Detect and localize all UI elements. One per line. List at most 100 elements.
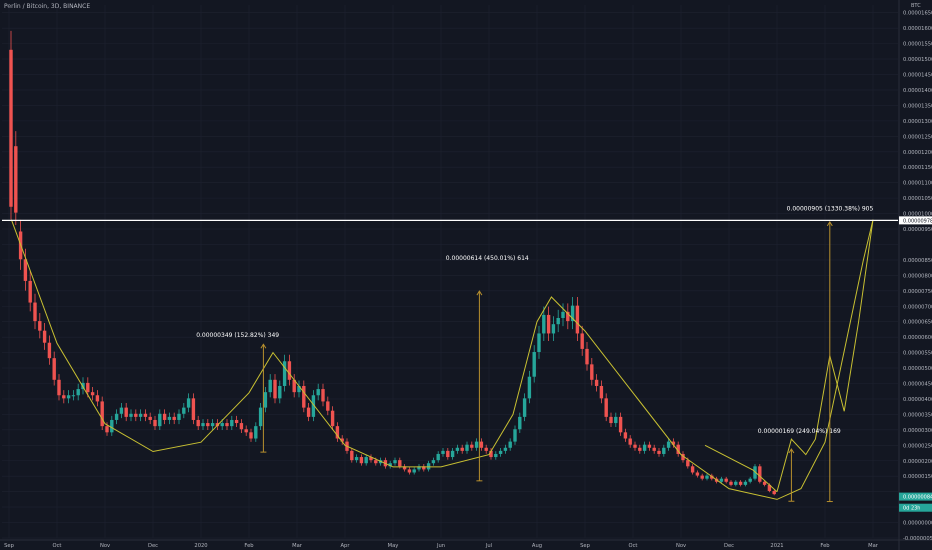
candle-body (47, 342, 52, 359)
candle-body (119, 407, 124, 414)
candle-body (230, 419, 234, 427)
y-tick-label: 0.00000800 (903, 273, 932, 279)
candle-body (28, 280, 32, 303)
y-tick-label: 0.00000750 (903, 289, 932, 295)
candle-body (148, 416, 152, 420)
time-axis[interactable]: Sep Oct Nov Dec 2020 Feb Mar Apr May Jun Jul Aug Sep… (4, 543, 879, 549)
candle-body (570, 305, 575, 322)
candle-body (508, 441, 512, 448)
candle-body (705, 475, 709, 479)
candle-body (695, 472, 700, 476)
y-tick-label: 0.00001600 (903, 26, 932, 32)
candle-body (537, 333, 541, 352)
candle-body (446, 450, 450, 458)
candle-body (340, 438, 344, 442)
y-tick-label: 0.00000150 (903, 474, 932, 480)
x-tick-label: Jun (436, 543, 445, 549)
candle-body (758, 466, 762, 482)
y-tick-label: 0.00000950 (903, 227, 932, 233)
candle-body (90, 392, 95, 396)
candle-body (278, 385, 282, 399)
candle-body (503, 447, 508, 451)
price-tag (899, 492, 932, 501)
candle-body (470, 444, 474, 448)
candle-body (388, 463, 392, 467)
cup-curve (704, 444, 778, 493)
candle-body (234, 419, 239, 424)
candle-body (215, 423, 220, 427)
candle-body (743, 481, 748, 485)
y-tick-label: 0.00001250 (903, 134, 932, 140)
candle-body (710, 475, 714, 479)
candle-body (134, 413, 138, 417)
candle-body (129, 413, 133, 417)
candle-body (191, 398, 196, 420)
arrow-head (788, 448, 795, 454)
candle-body (76, 389, 80, 396)
candle-body (561, 311, 565, 319)
y-tick-label: 0.00000550 (903, 351, 932, 357)
candle-body (412, 469, 416, 473)
price-tag-label: 0.00000978 (903, 218, 932, 224)
candle-body (681, 453, 685, 461)
candle-body (585, 348, 589, 365)
y-tick-label: 0.00001200 (903, 150, 932, 156)
y-tick-label: 0.00001000 (903, 212, 932, 218)
candle-body (465, 444, 469, 451)
x-tick-label: Dec (724, 543, 734, 549)
candle-body (604, 398, 608, 417)
candle-body (398, 460, 402, 467)
candle-body (182, 407, 186, 414)
candle-body (618, 416, 623, 433)
candle-body (369, 457, 373, 461)
candle-body (580, 333, 584, 349)
candle-body (767, 484, 772, 492)
candle-body (158, 413, 162, 427)
y-tick-label: 0.00001150 (903, 165, 932, 171)
y-tick-label: 0.00001650 (903, 11, 932, 17)
candle-body (177, 413, 181, 420)
candle-body (484, 447, 488, 451)
y-tick-label: 0.00000350 (903, 412, 932, 418)
measure-label: 0.00000614 (450.01%) 614 (446, 255, 529, 262)
candle-body (71, 395, 76, 397)
y-tick-label: 0.00000300 (903, 428, 932, 434)
candle-body (662, 447, 666, 454)
arrow-head (476, 290, 483, 296)
candle-body (527, 376, 532, 399)
cup-curve (776, 219, 874, 492)
candle-body (186, 398, 191, 408)
candle-body (599, 385, 604, 399)
y-tick-label: 0.00000450 (903, 382, 932, 388)
candle-body (532, 351, 536, 377)
x-tick-label: Aug (532, 543, 542, 549)
price-axis[interactable]: 0.00001650 0.00001600 0.00001550 0.00001500… (899, 11, 932, 542)
candle-body (402, 466, 407, 470)
candle-body (455, 447, 460, 451)
cup-curve (10, 219, 874, 500)
x-tick-label: 2021 (770, 543, 783, 549)
candle-body (628, 438, 632, 445)
y-tick-label: 0.00000000 (903, 521, 932, 527)
y-tick-label: 0.00000250 (903, 443, 932, 449)
candle-body (666, 441, 671, 448)
candle-body (551, 324, 556, 334)
y-tick-label: 0.00001100 (903, 181, 932, 187)
candle-body (671, 441, 676, 445)
candle-body (518, 416, 522, 430)
candle-body (724, 478, 728, 482)
candle-body (700, 475, 704, 479)
candle-body (263, 392, 268, 408)
candle-body (460, 447, 464, 451)
candle-body (95, 395, 100, 402)
currency-label: BTC (911, 3, 921, 9)
candle-body (138, 413, 143, 417)
candle-body (201, 423, 205, 427)
x-tick-label: Feb (820, 543, 830, 549)
candle-body (321, 389, 325, 402)
y-tick-label: 0.00001350 (903, 103, 932, 109)
candle-body (153, 419, 157, 427)
candle-body (220, 423, 224, 427)
